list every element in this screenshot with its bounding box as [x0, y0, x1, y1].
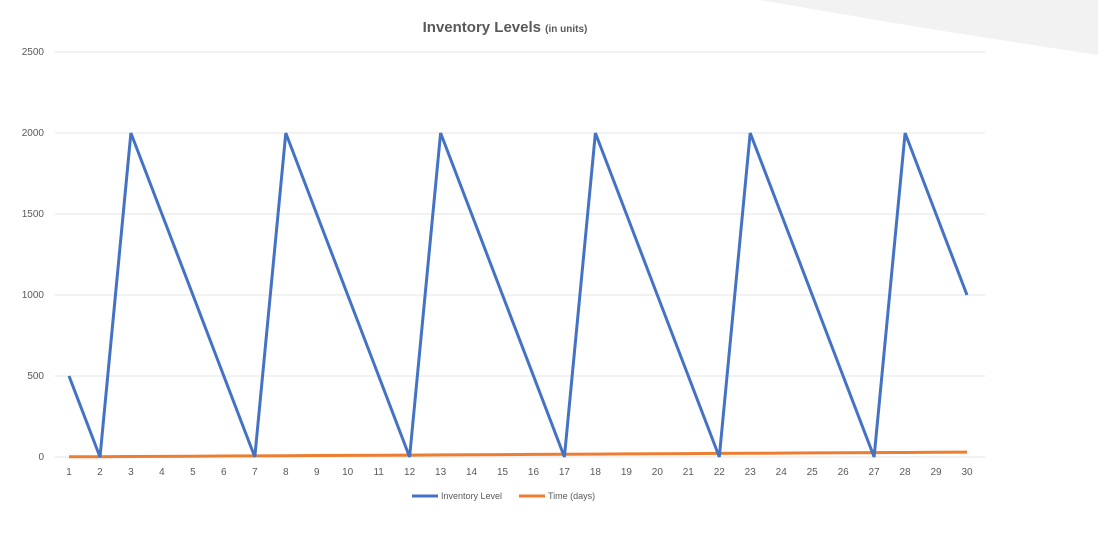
- x-tick-label-29: 29: [930, 467, 942, 478]
- x-tick-label-13: 13: [435, 467, 447, 478]
- x-tick-label-4: 4: [159, 467, 165, 478]
- x-tick-label-27: 27: [869, 467, 881, 478]
- x-tick-label-22: 22: [714, 467, 726, 478]
- y-tick-label-1000: 1000: [22, 290, 45, 301]
- legend: Inventory Level Time (days): [412, 491, 595, 501]
- x-tick-label-26: 26: [838, 467, 850, 478]
- legend-label-inventory-level: Inventory Level: [441, 491, 502, 501]
- x-tick-label-3: 3: [128, 467, 134, 478]
- x-tick-label-28: 28: [900, 467, 912, 478]
- series-line-time-days: [68, 450, 968, 459]
- x-tick-label-11: 11: [373, 467, 384, 478]
- x-tick-label-21: 21: [683, 467, 695, 478]
- x-tick-label-1: 1: [66, 467, 72, 478]
- x-axis-ticks: 1 2 3 4 5 6 7 8 9 10 11 12 13 14 15 16 17 18 19 20 21 22 23 24 2…: [66, 467, 973, 478]
- x-tick-label-16: 16: [528, 467, 540, 478]
- series-layer: [67, 132, 969, 459]
- x-tick-label-6: 6: [221, 467, 227, 478]
- legend-label-time-days: Time (days): [548, 491, 595, 501]
- y-tick-label-500: 500: [27, 371, 44, 382]
- x-tick-label-7: 7: [252, 467, 258, 478]
- x-tick-label-17: 17: [559, 467, 571, 478]
- x-tick-label-10: 10: [342, 467, 354, 478]
- x-tick-label-14: 14: [466, 467, 478, 478]
- x-tick-label-15: 15: [497, 467, 509, 478]
- x-tick-label-18: 18: [590, 467, 602, 478]
- y-tick-label-1500: 1500: [22, 209, 45, 220]
- x-tick-label-5: 5: [190, 467, 196, 478]
- x-tick-label-2: 2: [97, 467, 103, 478]
- x-tick-label-20: 20: [652, 467, 664, 478]
- chart-title: Inventory Levels (in units): [423, 19, 588, 36]
- x-tick-label-25: 25: [807, 467, 819, 478]
- x-tick-label-19: 19: [621, 467, 633, 478]
- y-tick-label-0: 0: [38, 452, 44, 463]
- x-tick-label-12: 12: [404, 467, 416, 478]
- y-tick-label-2500: 2500: [22, 47, 45, 58]
- corner-shade: [760, 0, 1098, 55]
- y-tick-label-2000: 2000: [22, 128, 45, 139]
- x-tick-label-9: 9: [314, 467, 320, 478]
- x-tick-label-24: 24: [776, 467, 788, 478]
- x-tick-label-30: 30: [961, 467, 973, 478]
- y-axis-ticks: 0 500 1000 1500 2000 2500: [22, 47, 45, 463]
- x-tick-label-23: 23: [745, 467, 757, 478]
- series-line-inventory-level: [67, 132, 969, 458]
- x-tick-label-8: 8: [283, 467, 289, 478]
- gridlines: [55, 51, 985, 458]
